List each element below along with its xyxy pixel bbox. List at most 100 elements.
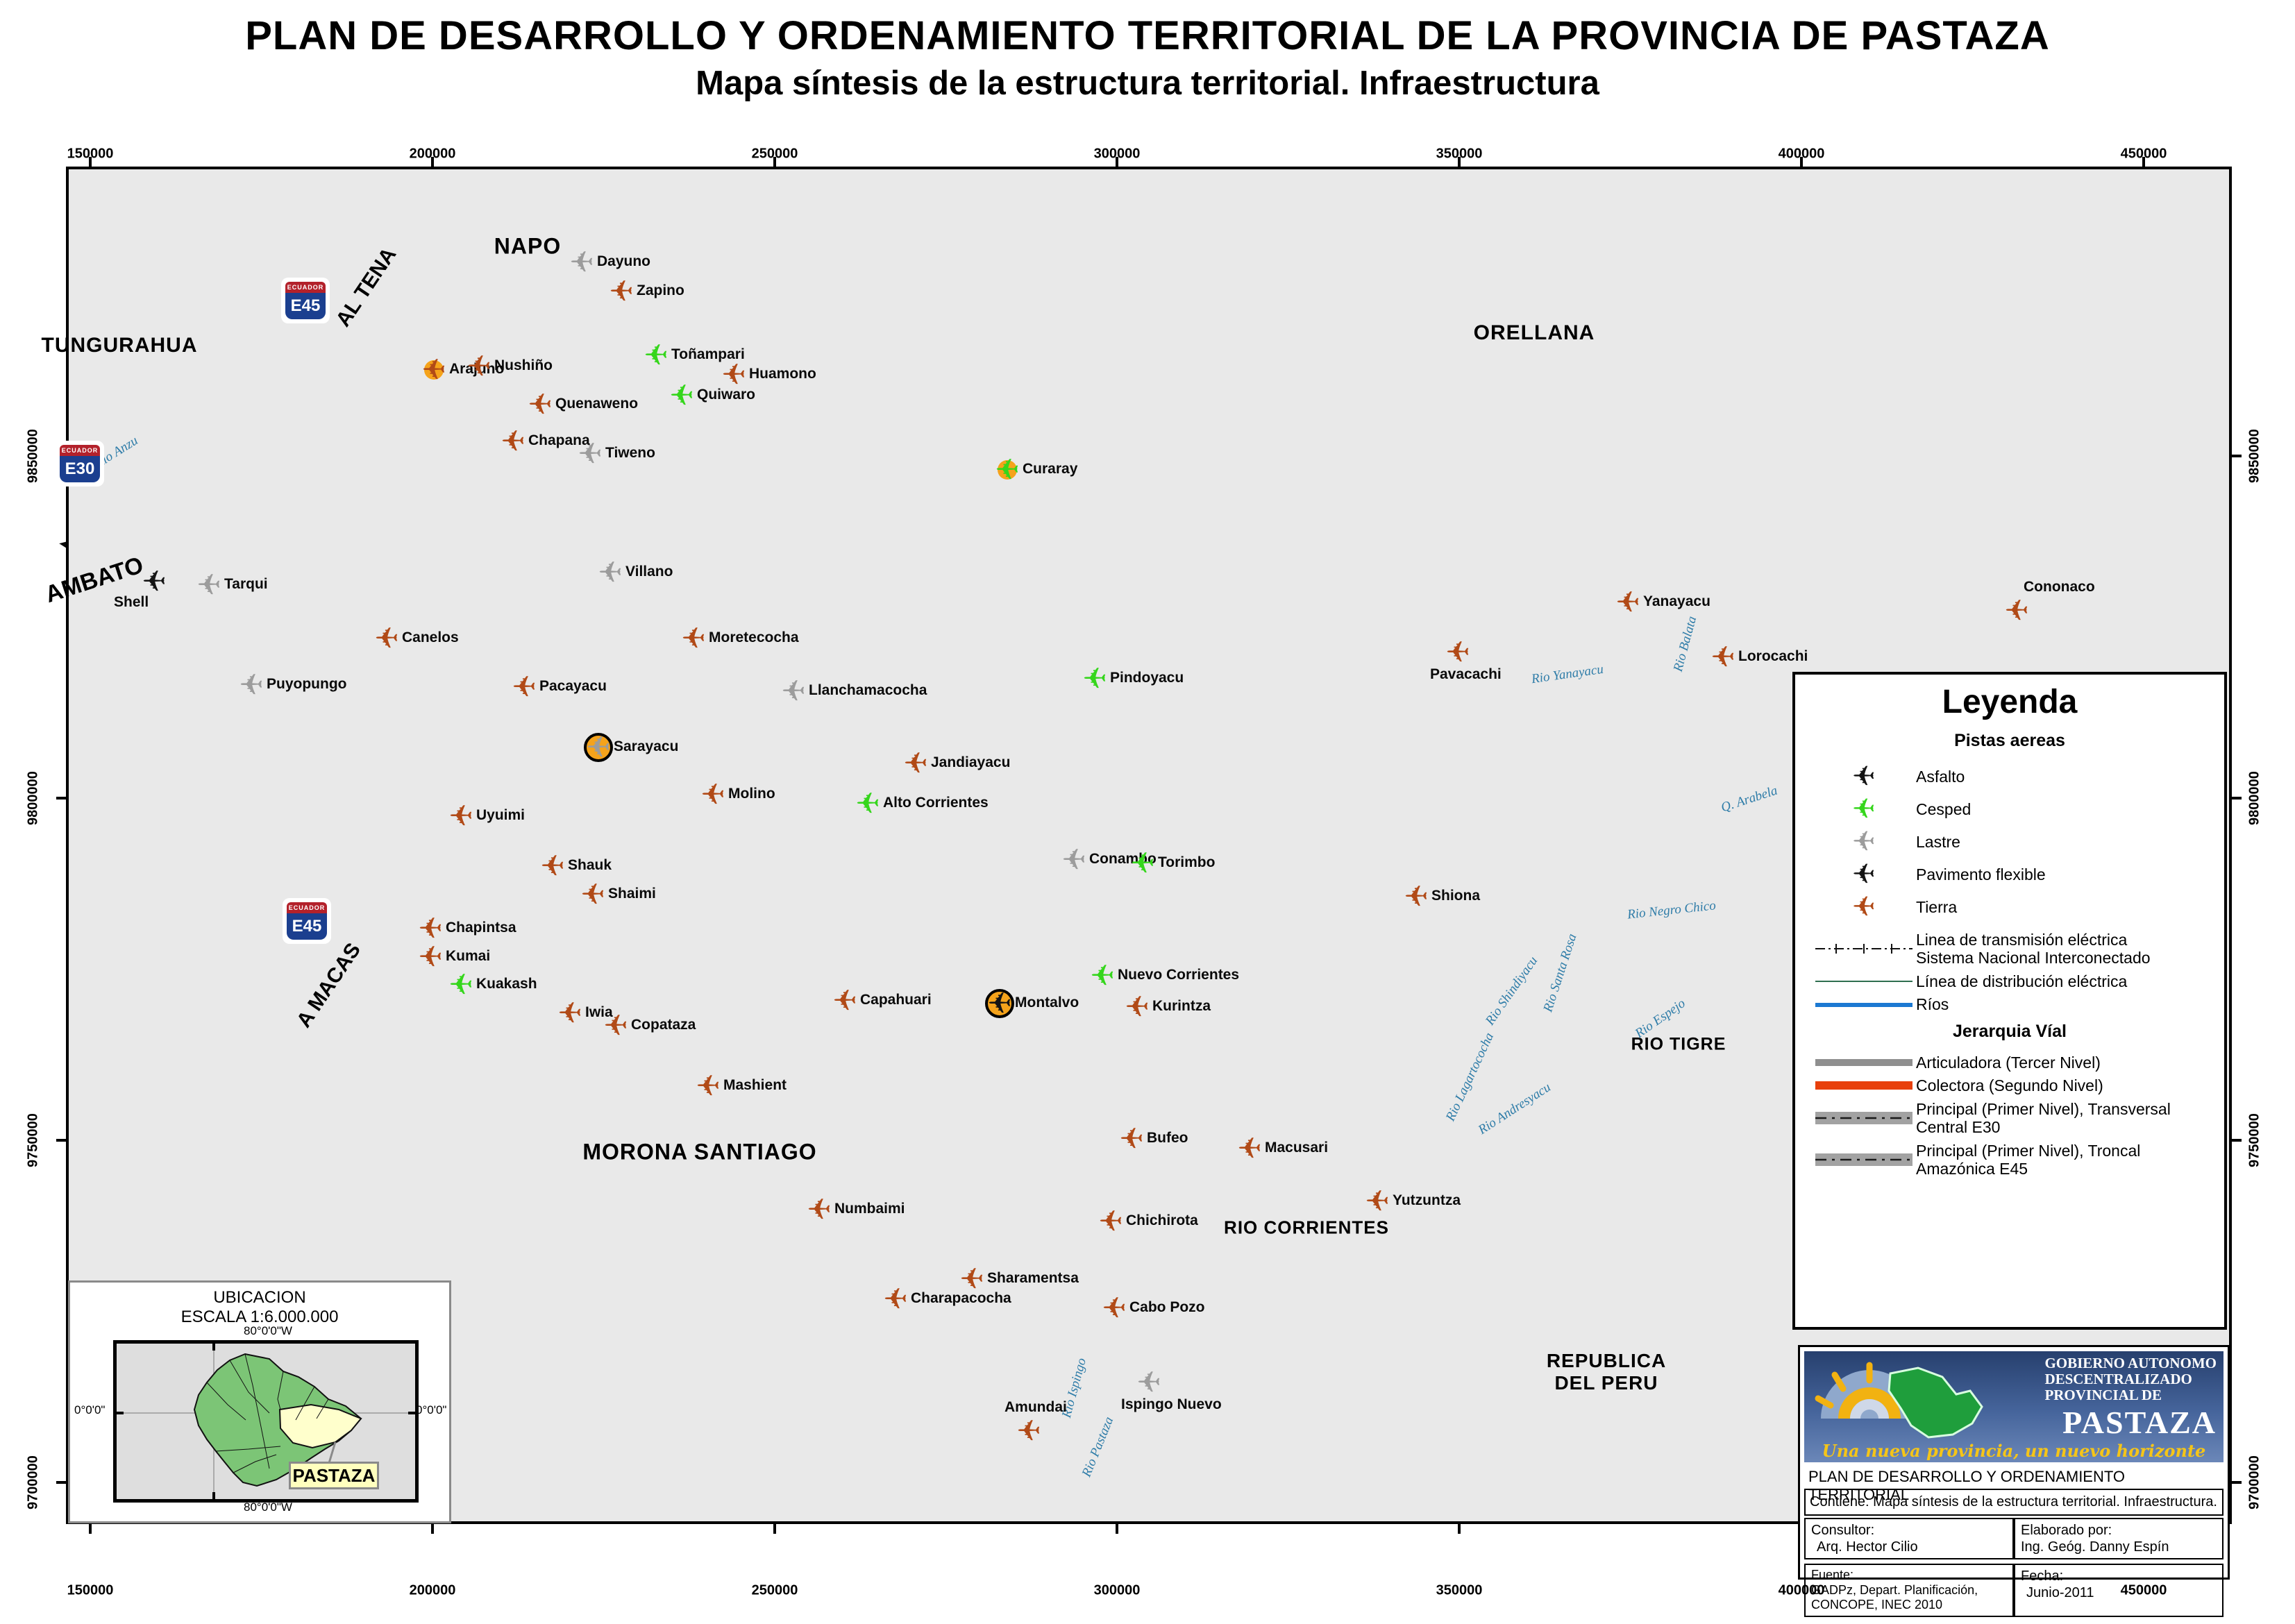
airport-label: Lorocachi <box>1738 648 1808 664</box>
river-label-rio-negro-chico: Rio Negro Chico <box>1626 898 1717 922</box>
axis-x-bottom-350000: 350000 <box>1436 1582 1483 1598</box>
legend-label: Articuladora (Tercer Nivel) <box>1916 1053 2101 1072</box>
airport-label: Shauk <box>568 857 612 873</box>
airport-label: Cabo Pozo <box>1129 1299 1205 1315</box>
airplane-icon: ✈ <box>696 1069 721 1102</box>
axis-y-right-9700000: 9700000 <box>2246 1455 2262 1509</box>
axis-x-bottom-200000: 200000 <box>409 1582 456 1598</box>
airport-circle <box>584 733 613 762</box>
airplane-icon: ✈ <box>1136 1366 1161 1398</box>
airport-label: Capahuari <box>860 992 932 1008</box>
legend-label: Principal (Primer Nivel), Troncal Amazón… <box>1916 1141 2141 1178</box>
principal-line-icon <box>1812 1109 1916 1127</box>
region-label-tungurahua: TUNGURAHUA <box>41 334 198 357</box>
inset-lat-left: 0°0'0" <box>74 1403 106 1416</box>
airplane-icon: ✈ <box>569 246 594 278</box>
axis-x-bottom-450000: 450000 <box>2120 1582 2167 1598</box>
airport-label: Charapacocha <box>911 1290 1011 1306</box>
airport-circle <box>424 360 444 380</box>
region-label-republica-del-peru: REPUBLICA DEL PERU <box>1546 1350 1667 1394</box>
river-label-rio-pastaza: Rio Pastaza <box>1079 1414 1117 1480</box>
axis-x-bottom-400000: 400000 <box>1778 1582 1825 1598</box>
airport-label: Chapana <box>528 432 590 448</box>
airport-label: Chichirota <box>1126 1212 1198 1228</box>
airport-label: Yutzuntza <box>1393 1192 1461 1208</box>
airport-label: Tarqui <box>224 576 268 592</box>
pastaza-shape <box>278 1403 362 1449</box>
airport-label: Dayuno <box>597 253 651 269</box>
axis-x-top-450000: 450000 <box>2120 146 2167 162</box>
airport-label: Mashient <box>723 1077 787 1093</box>
airport-label: Kurintza <box>1152 998 1211 1014</box>
road-shield-number: E30 <box>60 456 100 482</box>
legend-label: Cesped <box>1916 800 1972 818</box>
distribution-line-icon <box>1812 974 1916 989</box>
region-label-rio-tigre: RIO TIGRE <box>1631 1034 1726 1054</box>
info-elaborado: Elaborado por: Ing. Geóg. Danny Espín <box>2014 1518 2223 1559</box>
airplane-icon: ✈ <box>421 353 446 386</box>
articuladora-line-icon <box>1812 1055 1916 1070</box>
axis-y-right-9800000: 9800000 <box>2246 771 2262 825</box>
road-shield-number: E45 <box>287 913 327 940</box>
inset-title: UBICACION <box>213 1288 306 1307</box>
legend-pistas-header: Pistas aereas <box>1954 731 2065 750</box>
legend-pistas-list: ✈ Asfalto ✈ Cesped ✈ Lastre ✈ Pavimento flexibl… <box>1812 758 2208 926</box>
airplane-icon: ✈ <box>1852 892 1876 922</box>
airplane-icon: ✈ <box>1130 847 1155 879</box>
airport-label: Pacayacu <box>539 678 607 694</box>
airport-label: Zapino <box>637 282 684 298</box>
airport-label: Iwia <box>585 1004 613 1020</box>
river-label-rio-santa-rosa: Rio Santa Rosa <box>1540 931 1580 1014</box>
airplane-icon: ✈ <box>418 912 443 945</box>
airplane-icon: ✈ <box>959 1262 984 1295</box>
region-label-morona-santiago: MORONA SANTIAGO <box>582 1139 817 1165</box>
airplane-icon: ✈ <box>1852 859 1876 890</box>
airplane-icon: ✈ <box>1852 827 1876 857</box>
river-label-q-arabela: Q. Arabela <box>1719 783 1780 815</box>
airplane-icon: ✈ <box>855 787 880 820</box>
legend-row-vial-3: Principal (Primer Nivel), Troncal Amazón… <box>1812 1142 2208 1178</box>
road-shield-e30-0: ECUADOR E30 <box>57 442 103 485</box>
airplane-icon: ✈ <box>142 565 167 598</box>
inset-ecuador-svg <box>117 1344 415 1499</box>
legend-row-cesped: ✈ Cesped <box>1812 794 2208 824</box>
ecuador-shape <box>193 1353 362 1487</box>
airport-label: Kuakash <box>476 976 537 992</box>
airplane-icon: ✈ <box>2004 594 2029 627</box>
airplane-icon: ✈ <box>501 425 526 457</box>
airplane-icon: ✈ <box>807 1193 832 1226</box>
axis-x-bottom-300000: 300000 <box>1093 1582 1141 1598</box>
inset-pastaza-callout: PASTAZA <box>289 1462 379 1489</box>
legend-row-vial-2: Principal (Primer Nivel), Transversal Ce… <box>1812 1100 2208 1137</box>
airplane-icon: ✈ <box>781 675 806 707</box>
airport-circle <box>998 460 1017 480</box>
axis-x-top-350000: 350000 <box>1436 146 1483 162</box>
airplane-icon: ✈ <box>681 622 706 654</box>
airplane-icon: ✈ <box>1098 1205 1123 1237</box>
airplane-icon: ✈ <box>239 668 264 701</box>
axis-x-top-400000: 400000 <box>1778 146 1825 162</box>
colectora-line-icon <box>1812 1078 1916 1093</box>
airplane-icon: ✈ <box>832 984 857 1017</box>
axis-y-right-9850000: 9850000 <box>2246 429 2262 483</box>
airplane-icon: ✈ <box>987 987 1012 1020</box>
info-consultor: Consultor: Arq. Hector Cilio <box>1804 1518 2014 1559</box>
airplane-icon: ✈ <box>995 453 1020 486</box>
logo-org-name-big: PASTAZA <box>2062 1405 2217 1440</box>
airport-label: Huamono <box>749 366 816 382</box>
airplane-icon: ✈ <box>374 622 399 654</box>
river-label-rio-yanayacu: Rio Yanayacu <box>1530 661 1605 687</box>
airport-label: Quiwaro <box>697 387 756 403</box>
airport-label: Yanayacu <box>1643 593 1710 609</box>
airplane-icon: ✈ <box>700 778 725 811</box>
airport-label: Canelos <box>402 629 459 645</box>
logo-org-name: GOBIERNO AUTONOMO DESCENTRALIZADO PROVIN… <box>2044 1355 2217 1404</box>
airport-label: Macusari <box>1265 1140 1329 1156</box>
airplane-icon: ✈ <box>1404 880 1429 913</box>
airplane-icon: ✈ <box>903 747 928 779</box>
airport-label: Nuevo Corrientes <box>1118 967 1240 983</box>
region-label-napo: NAPO <box>494 233 562 259</box>
axis-x-top-200000: 200000 <box>409 146 456 162</box>
road-shield-country: ECUADOR <box>285 282 326 293</box>
airport-label: Sarayacu <box>614 738 679 754</box>
